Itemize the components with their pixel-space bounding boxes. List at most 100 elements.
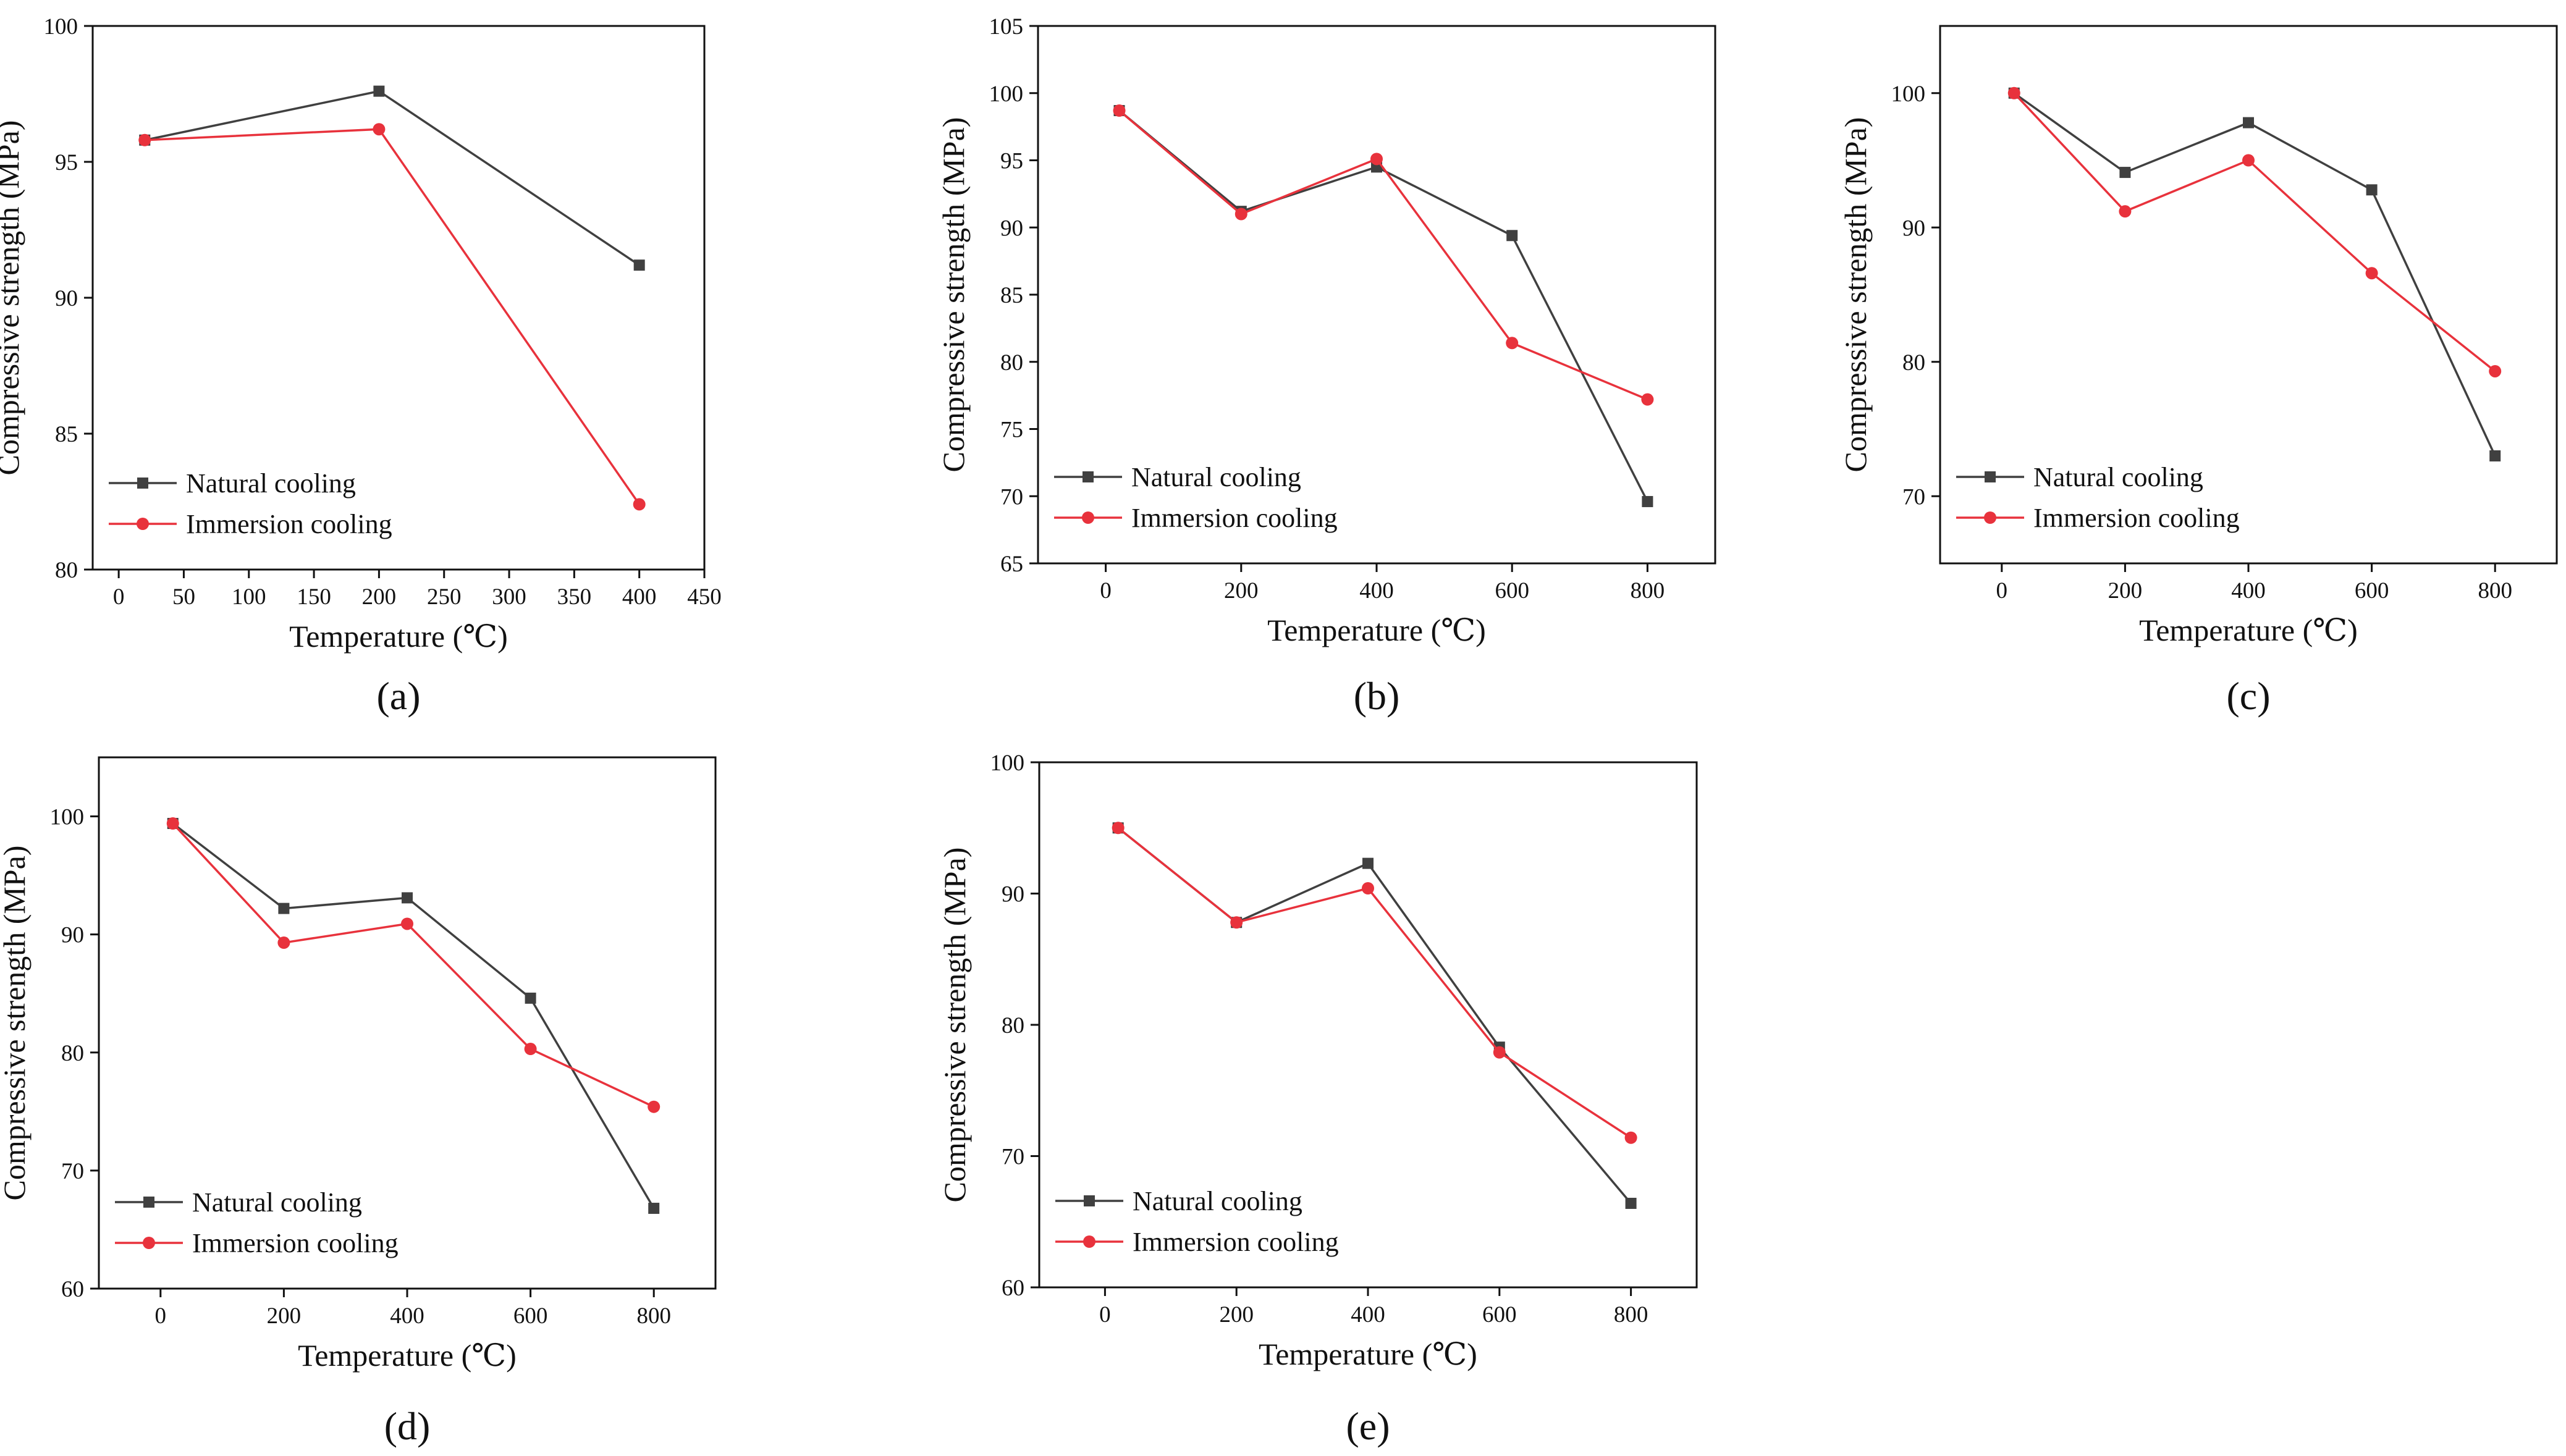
- y-tick-label: 85: [55, 422, 78, 447]
- data-point: [2119, 205, 2132, 218]
- data-point: [277, 936, 290, 949]
- y-tick-label: 70: [61, 1159, 84, 1184]
- x-tick-label: 300: [492, 584, 526, 610]
- x-tick-label: 200: [2108, 578, 2143, 604]
- y-tick-label: 70: [1000, 484, 1023, 510]
- x-tick-label: 600: [2355, 578, 2389, 604]
- y-tick-label: 90: [1902, 216, 1925, 241]
- series-natural-cooling: [1112, 822, 1637, 1209]
- data-point: [402, 892, 413, 904]
- data-point: [1641, 393, 1654, 406]
- series-immersion-cooling: [2007, 86, 2502, 377]
- y-tick-label: 80: [61, 1041, 84, 1066]
- x-tick-label: 200: [1219, 1302, 1254, 1328]
- data-point: [1370, 153, 1383, 166]
- series-line: [144, 90, 640, 266]
- series-immersion-cooling: [166, 817, 660, 1113]
- x-tick-label: 450: [687, 584, 722, 610]
- legend: Natural cooling Immersion cooling: [1956, 462, 2240, 533]
- y-tick-label: 105: [989, 14, 1024, 40]
- data-point: [2489, 450, 2501, 461]
- data-point: [373, 123, 386, 136]
- x-tick-label: 800: [1631, 578, 1665, 604]
- panel-c: 0 200 400 600 800 70 80 90 100 Temperature (℃) Com…: [1838, 25, 2558, 718]
- y-tick-label: 75: [1000, 418, 1023, 443]
- x-tick-label: 250: [427, 584, 462, 610]
- x-axis-title: Temperature (℃): [1267, 613, 1486, 647]
- legend-marker: [143, 1237, 155, 1249]
- x-tick-label: 400: [1359, 578, 1394, 604]
- data-point: [1362, 882, 1374, 894]
- data-point: [373, 85, 385, 97]
- data-point: [1506, 337, 1519, 350]
- data-point: [2366, 184, 2378, 196]
- x-tick-label: 200: [1224, 578, 1259, 604]
- legend-label: Immersion cooling: [1133, 1227, 1339, 1257]
- panel-a: 0 50 100 150 200 250 300 350 400 450 80 85 90 95 100 Te…: [0, 14, 722, 718]
- x-tick-label: 50: [172, 584, 195, 610]
- x-tick-label: 100: [232, 584, 266, 610]
- data-point: [1624, 1131, 1637, 1144]
- series-line: [1118, 109, 1648, 401]
- data-point: [401, 917, 413, 930]
- y-tick-label: 80: [1002, 1013, 1024, 1038]
- y-tick-label: 70: [1902, 484, 1925, 510]
- x-tick-label: 600: [1482, 1302, 1517, 1328]
- panel-label: (c): [2226, 674, 2270, 718]
- data-point: [1506, 230, 1518, 242]
- data-point: [633, 498, 646, 511]
- x-tick-label: 0: [155, 1303, 167, 1329]
- x-tick-label: 600: [1495, 578, 1529, 604]
- y-tick-label: 80: [1000, 350, 1023, 376]
- y-tick-label: 60: [1002, 1276, 1024, 1301]
- y-tick-label: 100: [44, 14, 78, 40]
- panel-label: (d): [384, 1404, 431, 1448]
- x-tick-label: 350: [557, 584, 592, 610]
- y-tick-label: 90: [55, 286, 78, 311]
- series-line: [172, 822, 655, 1209]
- y-tick-label: 90: [1000, 216, 1023, 241]
- legend-marker: [137, 518, 149, 530]
- x-tick-label: 150: [297, 584, 331, 610]
- series-immersion-cooling: [138, 123, 646, 511]
- data-point: [1493, 1046, 1506, 1059]
- legend-label: Immersion cooling: [2033, 503, 2240, 533]
- y-tick-label: 65: [1000, 552, 1023, 577]
- legend: Natural cooling Immersion cooling: [109, 468, 392, 539]
- legend-marker: [1083, 1235, 1095, 1248]
- x-axis-title: Temperature (℃): [2139, 613, 2358, 647]
- y-axis-title: Compressive strength (MPa): [0, 120, 25, 476]
- legend: Natural cooling Immersion cooling: [1054, 462, 1338, 533]
- y-tick-label: 85: [1000, 283, 1023, 308]
- data-point: [2119, 167, 2131, 179]
- legend-label: Natural cooling: [2033, 462, 2203, 492]
- legend-label: Immersion cooling: [192, 1228, 399, 1258]
- data-point: [633, 259, 645, 271]
- legend-marker: [1985, 471, 1996, 482]
- y-axis-title: Compressive strength (MPa): [1838, 117, 1873, 473]
- data-point: [1113, 104, 1126, 117]
- legend-label: Immersion cooling: [186, 509, 392, 539]
- x-tick-label: 0: [1099, 1302, 1111, 1328]
- legend-marker: [1082, 511, 1094, 524]
- series-immersion-cooling: [1112, 822, 1637, 1144]
- series-immersion-cooling: [1113, 104, 1654, 406]
- legend-marker: [1084, 1195, 1095, 1206]
- data-point: [648, 1100, 660, 1113]
- data-point: [2243, 117, 2254, 128]
- x-tick-label: 600: [513, 1303, 548, 1329]
- series-line: [2013, 92, 2496, 457]
- x-tick-label: 400: [2231, 578, 2266, 604]
- y-tick-label: 100: [990, 751, 1025, 776]
- data-point: [2007, 86, 2020, 99]
- y-axis-title: Compressive strength (MPa): [0, 846, 32, 1201]
- panel-e: 0 200 400 600 800 60 70 80 90 100 Temperature (℃) C…: [937, 751, 1698, 1448]
- legend-marker: [1984, 511, 1996, 524]
- panel-d: 0 200 400 600 800 60 70 80 90 100 Temperature (℃) C…: [0, 756, 717, 1448]
- y-tick-label: 95: [55, 150, 78, 175]
- data-point: [2489, 364, 2502, 377]
- y-tick-label: 100: [1891, 82, 1926, 107]
- data-point: [138, 133, 151, 146]
- data-point: [2365, 267, 2378, 280]
- data-point: [1642, 495, 1653, 507]
